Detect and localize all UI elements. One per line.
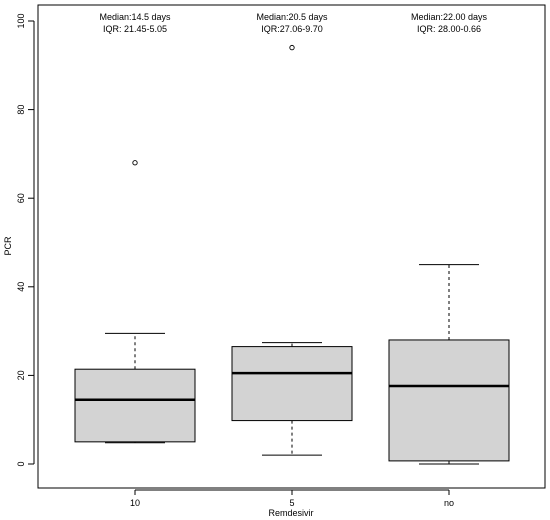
x-axis: 10 5 no (130, 489, 454, 508)
outlier-point (132, 160, 138, 166)
median-annotation: Median:22.00 days (411, 12, 488, 22)
iqr-annotation: IQR: 28.00-0.66 (417, 24, 481, 34)
y-tick-label: 100 (16, 13, 26, 28)
box-group-no (388, 264, 510, 465)
annotations: Median:14.5 days IQR: 21.45-5.05 Median:20… (99, 12, 487, 34)
plot-frame (37, 4, 546, 489)
y-axis: 0 20 40 60 80 100 (16, 13, 35, 467)
x-axis-title: Remdesivir (268, 508, 313, 518)
median-annotation: Median:20.5 days (256, 12, 328, 22)
x-tick-label: 5 (289, 498, 294, 508)
x-tick-label: no (444, 498, 454, 508)
y-tick-label: 0 (16, 461, 26, 466)
median-annotation: Median:14.5 days (99, 12, 171, 22)
iqr-box (231, 346, 353, 422)
iqr-box (388, 339, 510, 462)
outlier-point (289, 44, 295, 51)
iqr-annotation: IQR: 21.45-5.05 (103, 24, 167, 34)
box-group-10 (74, 160, 196, 444)
box-group-5 (231, 44, 353, 456)
y-tick-label: 60 (16, 193, 26, 203)
x-tick-label: 10 (130, 498, 140, 508)
y-tick-label: 40 (16, 282, 26, 292)
boxes (74, 44, 510, 465)
iqr-annotation: IQR:27.06-9.70 (261, 24, 323, 34)
y-axis-title: PCR (3, 236, 13, 256)
y-tick-label: 20 (16, 370, 26, 380)
y-tick-label: 80 (16, 105, 26, 115)
iqr-box (74, 368, 196, 443)
